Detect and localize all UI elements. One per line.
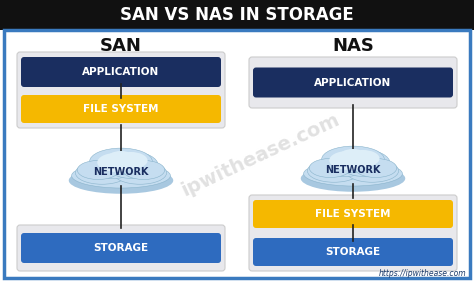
FancyBboxPatch shape (253, 67, 453, 98)
Ellipse shape (75, 162, 128, 184)
Ellipse shape (346, 150, 380, 167)
Text: FILE SYSTEM: FILE SYSTEM (315, 209, 391, 219)
Text: NETWORK: NETWORK (325, 165, 381, 175)
Ellipse shape (346, 164, 402, 187)
Text: APPLICATION: APPLICATION (82, 67, 160, 77)
Bar (0, 0, 474, 30)
FancyBboxPatch shape (17, 225, 225, 271)
FancyBboxPatch shape (21, 95, 221, 123)
Text: STORAGE: STORAGE (326, 247, 381, 257)
Ellipse shape (113, 152, 147, 169)
Ellipse shape (329, 151, 367, 170)
Ellipse shape (320, 152, 386, 179)
FancyBboxPatch shape (249, 195, 457, 271)
Ellipse shape (304, 161, 402, 186)
Ellipse shape (339, 150, 390, 177)
FancyBboxPatch shape (249, 57, 457, 108)
Text: ipwithease.com: ipwithease.com (179, 110, 343, 200)
Ellipse shape (107, 152, 158, 179)
Bar (4, 30, 470, 278)
Ellipse shape (304, 164, 361, 187)
Text: NAS: NAS (332, 37, 374, 55)
Text: https://ipwithease.com: https://ipwithease.com (378, 269, 466, 278)
Ellipse shape (323, 152, 368, 177)
Ellipse shape (91, 154, 136, 179)
Ellipse shape (106, 158, 159, 183)
Ellipse shape (355, 158, 397, 177)
Ellipse shape (97, 153, 135, 172)
Text: APPLICATION: APPLICATION (314, 78, 392, 87)
Text: NETWORK: NETWORK (93, 167, 149, 177)
Ellipse shape (77, 160, 119, 180)
FancyBboxPatch shape (21, 57, 221, 87)
Ellipse shape (301, 165, 405, 192)
Text: FILE SYSTEM: FILE SYSTEM (83, 104, 159, 114)
Ellipse shape (113, 166, 170, 189)
Ellipse shape (322, 146, 384, 173)
Ellipse shape (72, 166, 128, 189)
Ellipse shape (88, 160, 135, 185)
Ellipse shape (69, 167, 173, 194)
FancyBboxPatch shape (253, 238, 453, 266)
Ellipse shape (320, 158, 367, 183)
Ellipse shape (88, 154, 154, 180)
Ellipse shape (339, 149, 367, 164)
Ellipse shape (123, 160, 164, 180)
Ellipse shape (107, 151, 135, 166)
FancyBboxPatch shape (253, 200, 453, 228)
Ellipse shape (346, 159, 399, 182)
FancyBboxPatch shape (17, 52, 225, 128)
Ellipse shape (90, 148, 152, 175)
Ellipse shape (308, 159, 361, 182)
Text: SAN VS NAS IN STORAGE: SAN VS NAS IN STORAGE (120, 6, 354, 24)
FancyBboxPatch shape (21, 233, 221, 263)
Ellipse shape (72, 163, 170, 188)
Ellipse shape (310, 158, 351, 177)
Text: STORAGE: STORAGE (93, 243, 148, 253)
Text: SAN: SAN (100, 37, 142, 55)
Ellipse shape (113, 162, 166, 184)
Ellipse shape (338, 157, 391, 181)
